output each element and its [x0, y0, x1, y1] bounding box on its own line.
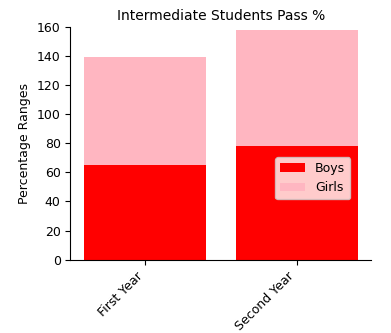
Bar: [84, 165, 206, 260]
Bar: [236, 146, 358, 260]
Legend: Boys, Girls: Boys, Girls: [275, 157, 350, 199]
Bar: [236, 30, 358, 146]
Bar: [84, 57, 206, 165]
Y-axis label: Percentage Ranges: Percentage Ranges: [18, 83, 31, 204]
Title: Intermediate Students Pass %: Intermediate Students Pass %: [117, 9, 325, 23]
